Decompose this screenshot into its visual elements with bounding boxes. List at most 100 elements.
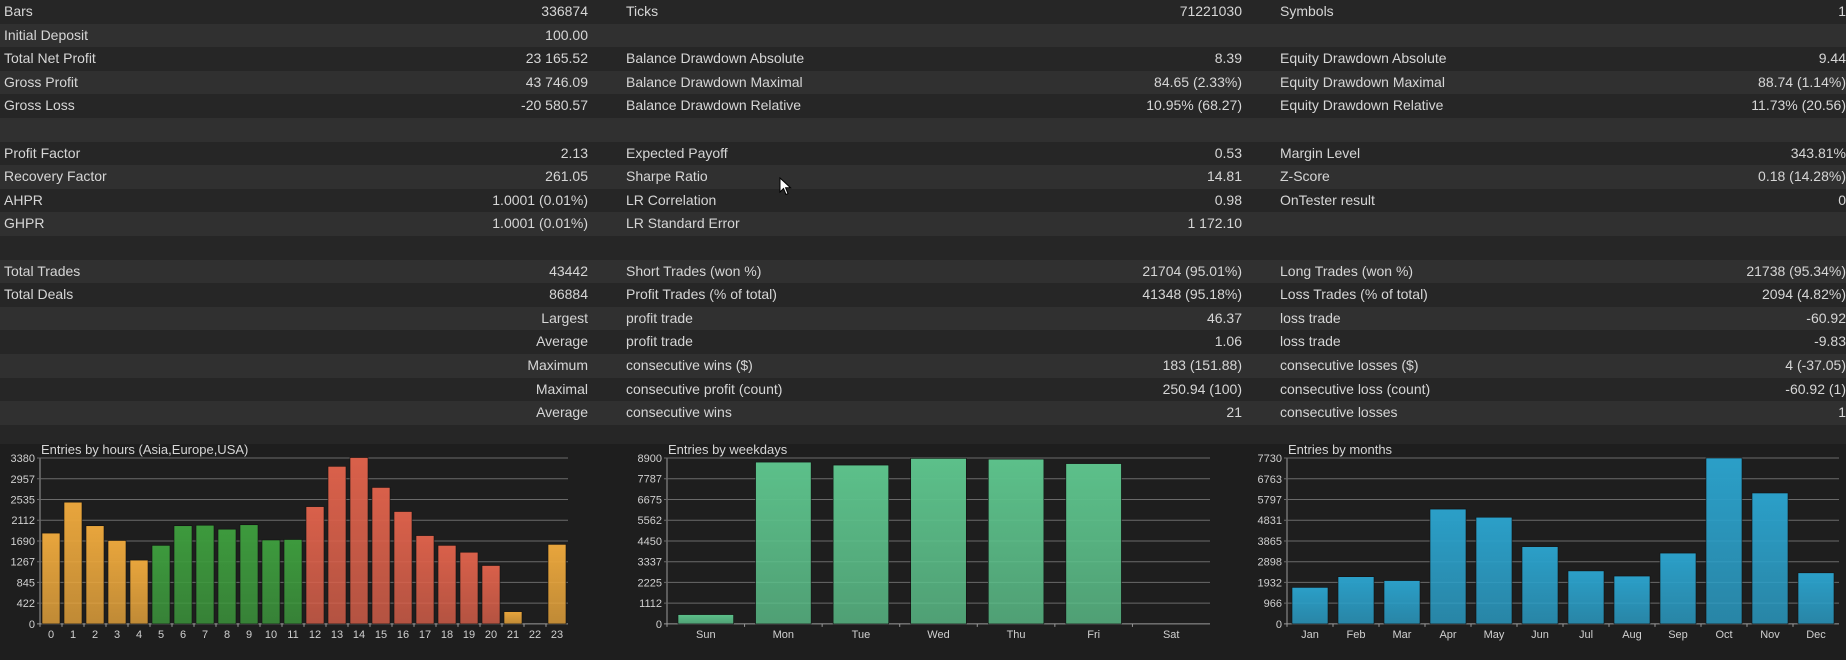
x-tick-label: Mon	[773, 629, 794, 641]
x-tick-label: Sep	[1668, 629, 1688, 641]
stat-value: 84.65 (2.33%)	[1154, 73, 1242, 90]
stats-row: AHPR 1.0001 (0.01%) LR Correlation 0.98 OnTe…	[0, 188, 1846, 213]
stats-row: Bars 336874 Ticks 71221030 Symbols 1	[0, 0, 1846, 24]
stat-label: Symbols	[1280, 3, 1334, 19]
stat-value: 0.53	[1214, 144, 1242, 161]
y-tick-label: 4831	[1258, 515, 1282, 527]
stat-label: loss trade	[1280, 333, 1341, 350]
x-tick-label: 1	[70, 629, 76, 641]
stat-value: Maximal	[535, 380, 588, 397]
bar	[437, 545, 457, 625]
stat-label: consecutive wins ($)	[626, 356, 753, 373]
x-tick-label: Tue	[852, 629, 871, 641]
stat-label: consecutive profit (count)	[626, 380, 783, 397]
stat-label: Gross Profit	[4, 73, 78, 90]
bar	[459, 551, 479, 625]
bar	[503, 611, 523, 625]
report-table: Bars 336874 Ticks 71221030 Symbols 1 Initial D…	[0, 0, 1846, 425]
stat-value: 21738 (95.34%)	[1746, 262, 1846, 279]
stat-value: 1.0001 (0.01%)	[492, 215, 588, 232]
stat-label: Total Trades	[4, 262, 81, 279]
x-tick-label: 20	[485, 629, 497, 641]
stats-row: Largest profit trade 46.37 loss trade -60.92	[0, 306, 1846, 331]
bar	[371, 487, 391, 625]
x-tick-label: 2	[92, 629, 98, 641]
x-tick-label: 17	[419, 629, 431, 641]
bar	[283, 539, 303, 625]
stat-value: 43 746.09	[525, 73, 588, 90]
charts-area: Entries by hours (Asia,Europe,USA) 0 422 84…	[0, 442, 1846, 660]
x-tick-label: 5	[158, 629, 164, 641]
x-tick-label: 4	[136, 629, 142, 641]
chart-title: Entries by months	[1288, 444, 1393, 457]
x-tick-label: 19	[463, 629, 475, 641]
stat-value: Average	[536, 404, 588, 421]
stat-label: Loss Trades (% of total)	[1280, 286, 1428, 303]
y-tick-label: 3337	[638, 557, 662, 569]
stat-value: 336874	[541, 3, 588, 19]
stat-value: 4 (-37.05)	[1785, 356, 1846, 373]
bar	[195, 524, 215, 625]
stat-label: Balance Drawdown Maximal	[626, 73, 803, 90]
stat-label: Profit Trades (% of total)	[626, 286, 777, 303]
stat-value: 21704 (95.01%)	[1142, 262, 1242, 279]
bar	[481, 565, 501, 625]
stats-row: Average profit trade 1.06 loss trade -9.83	[0, 330, 1846, 354]
stat-label: GHPR	[4, 215, 45, 232]
stats-row: Total Net Profit 23 165.52 Balance Drawdow…	[0, 47, 1846, 71]
x-tick-label: Feb	[1347, 629, 1366, 641]
y-tick-label: 6763	[1258, 474, 1282, 486]
stat-value: 43442	[549, 262, 588, 279]
x-tick-label: 6	[180, 629, 186, 641]
stats-row: Recovery Factor 261.05 Sharpe Ratio 14.81 Z-…	[0, 165, 1846, 189]
y-tick-label: 0	[29, 619, 35, 631]
stat-label: profit trade	[626, 333, 693, 350]
stat-label: OnTester result	[1280, 191, 1375, 208]
y-tick-label: 422	[17, 598, 35, 610]
bar	[107, 540, 127, 625]
stat-label: AHPR	[4, 191, 43, 208]
stat-value: 1.06	[1214, 333, 1242, 350]
x-tick-label: Sat	[1163, 629, 1180, 641]
stat-label: Total Deals	[4, 286, 74, 303]
chart-title: Entries by weekdays	[668, 444, 788, 457]
stat-label: consecutive losses ($)	[1280, 356, 1419, 373]
bar	[832, 464, 890, 625]
x-tick-label: Mar	[1393, 629, 1412, 641]
stats-row: Maximal consecutive profit (count) 250.94 …	[0, 377, 1846, 402]
x-tick-label: 0	[48, 629, 54, 641]
x-tick-label: 15	[375, 629, 387, 641]
bar	[261, 539, 281, 625]
y-tick-label: 3865	[1258, 536, 1282, 548]
y-tick-label: 0	[1276, 619, 1282, 631]
bar	[1291, 587, 1329, 625]
y-tick-label: 2957	[11, 474, 35, 486]
bar	[327, 466, 347, 625]
stat-value: 10.95% (68.27)	[1146, 97, 1242, 114]
y-tick-label: 2225	[638, 577, 662, 589]
stat-label: Bars	[4, 3, 33, 19]
stats-row: Gross Loss -20 580.57 Balance Drawdown Rel…	[0, 94, 1846, 118]
stat-label: LR Correlation	[626, 191, 717, 208]
y-tick-label: 8900	[638, 453, 662, 465]
x-tick-label: Oct	[1715, 629, 1732, 641]
stat-label: Initial Deposit	[4, 26, 89, 43]
bar	[63, 501, 83, 625]
stat-label: Ticks	[626, 3, 659, 19]
bar	[1383, 580, 1421, 625]
bar	[677, 614, 734, 625]
stat-value: 0	[1838, 191, 1846, 208]
x-tick-label: 23	[551, 629, 563, 641]
bar	[151, 545, 171, 625]
stat-label: Profit Factor	[4, 144, 81, 161]
x-tick-label: 22	[529, 629, 541, 641]
stat-value: -20 580.57	[521, 97, 588, 114]
x-tick-label: Fri	[1087, 629, 1100, 641]
x-tick-label: Sun	[696, 629, 716, 641]
chart-entries-by-hours: Entries by hours (Asia,Europe,USA) 0 422 84…	[0, 442, 610, 660]
bar	[1613, 575, 1651, 625]
stat-value: 11.73% (20.56)	[1751, 97, 1846, 114]
stat-value: 46.37	[1206, 309, 1242, 326]
x-tick-label: 14	[353, 629, 365, 641]
y-tick-label: 1112	[639, 598, 662, 610]
